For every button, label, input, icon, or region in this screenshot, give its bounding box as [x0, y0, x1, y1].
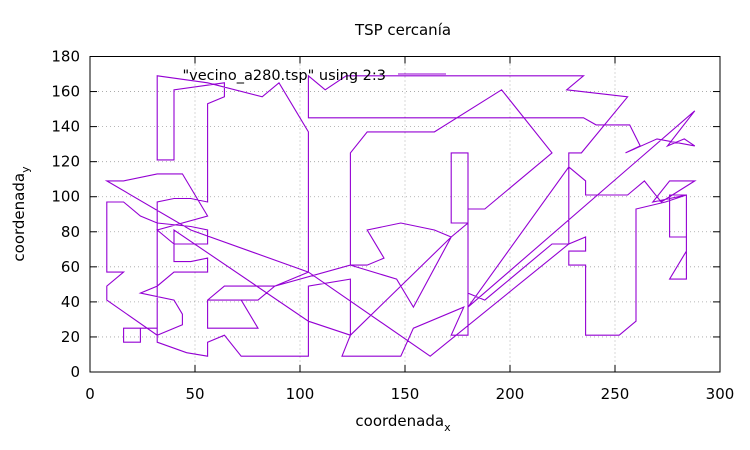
- y-axis-label-subscript: y: [19, 166, 32, 173]
- x-tick-label: 250: [601, 385, 630, 403]
- plot-frame: [89, 56, 721, 373]
- x-tick-label: 0: [85, 385, 95, 403]
- y-tick-label: 100: [51, 188, 80, 206]
- grid: [90, 56, 720, 372]
- x-axis-label-subscript: x: [444, 421, 451, 434]
- y-axis-label-text: coordenada: [10, 173, 28, 262]
- y-tick-label: 180: [51, 48, 80, 66]
- x-tick-label: 50: [185, 385, 204, 403]
- x-axis-label: coordenadax: [355, 412, 451, 434]
- y-tick-label: 80: [61, 223, 80, 241]
- series-line: [104, 74, 697, 357]
- y-tick-label: 40: [61, 293, 80, 311]
- x-axis-label-text: coordenada: [355, 412, 444, 430]
- y-tick-label: 140: [51, 118, 80, 136]
- legend-label: "vecino_a280.tsp" using 2:3: [183, 68, 387, 84]
- y-tick-label: 160: [51, 83, 80, 101]
- axis-ticks: 0 50 100 150 200 250 300 0 20 40 60 80 100 120 140 160 1…: [51, 48, 734, 404]
- legend: "vecino_a280.tsp" using 2:3: [183, 68, 446, 84]
- x-tick-label: 300: [706, 385, 735, 403]
- y-tick-label: 20: [61, 328, 80, 346]
- y-axis-label: coordenaday: [10, 166, 32, 262]
- chart-title: TSP cercanía: [354, 21, 451, 39]
- y-tick-label: 60: [61, 258, 80, 276]
- y-tick-label: 120: [51, 153, 80, 171]
- x-tick-label: 200: [496, 385, 525, 403]
- x-tick-label: 100: [286, 385, 315, 403]
- y-tick-label: 0: [70, 363, 80, 381]
- x-tick-label: 150: [391, 385, 420, 403]
